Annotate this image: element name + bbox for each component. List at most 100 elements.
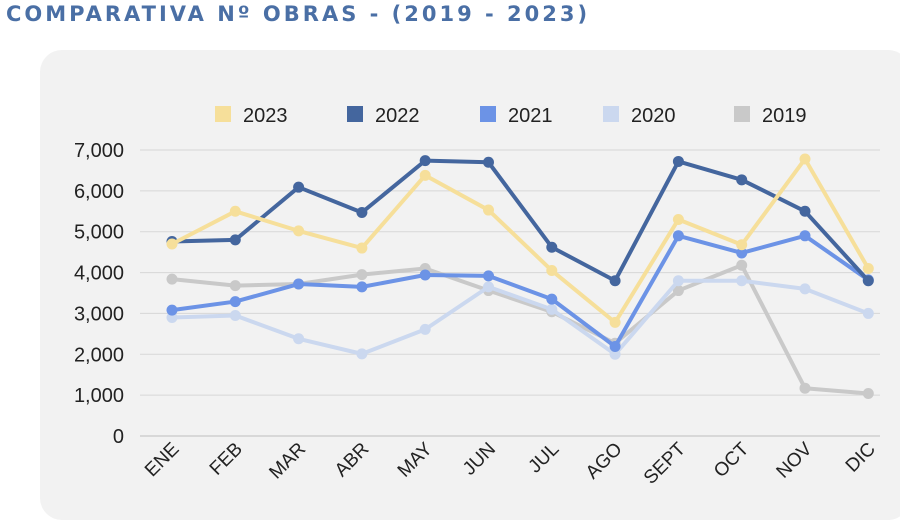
data-point bbox=[672, 275, 684, 287]
legend-swatch bbox=[347, 106, 363, 122]
y-axis-ticks: 0 1,000 2,000 3,000 4,000 5,000 6,000 7,000 bbox=[74, 140, 124, 448]
data-point bbox=[419, 269, 431, 281]
legend-swatch bbox=[603, 106, 619, 122]
data-point bbox=[546, 293, 558, 305]
data-point bbox=[356, 242, 368, 254]
data-point bbox=[609, 275, 621, 287]
y-tick-label: 4,000 bbox=[74, 263, 124, 285]
data-point bbox=[862, 262, 874, 274]
y-tick-label: 0 bbox=[113, 426, 124, 448]
series-2020 bbox=[166, 275, 874, 360]
data-point bbox=[736, 259, 748, 271]
x-tick-label: NOV bbox=[773, 438, 817, 482]
data-point bbox=[862, 388, 874, 400]
data-point bbox=[483, 156, 494, 168]
data-point bbox=[736, 275, 748, 287]
x-tick-label: MAR bbox=[265, 439, 310, 484]
x-tick-label: DIC bbox=[842, 439, 880, 477]
series-line bbox=[170, 263, 871, 396]
data-point bbox=[799, 205, 811, 217]
data-point bbox=[672, 213, 684, 225]
data-point bbox=[799, 283, 811, 295]
data-point bbox=[229, 296, 241, 308]
data-point bbox=[483, 204, 494, 216]
y-tick-label: 2,000 bbox=[74, 344, 124, 366]
series-2021 bbox=[166, 230, 874, 353]
data-point bbox=[609, 348, 621, 360]
data-point bbox=[862, 275, 874, 287]
data-point bbox=[419, 155, 431, 167]
legend-item-2022: 2022 bbox=[347, 105, 420, 127]
series-line bbox=[170, 156, 871, 325]
data-point bbox=[546, 303, 558, 315]
data-point bbox=[293, 333, 305, 345]
data-point bbox=[166, 238, 178, 250]
x-tick-label: JUN bbox=[459, 439, 500, 480]
series-line bbox=[170, 278, 871, 357]
series-2022 bbox=[166, 155, 874, 287]
legend: 2023 2022 2021 2020 2019 bbox=[215, 105, 807, 127]
legend-label: 2022 bbox=[375, 105, 420, 127]
data-point bbox=[166, 273, 178, 285]
data-point bbox=[356, 207, 368, 219]
data-point bbox=[356, 281, 368, 293]
data-point bbox=[356, 269, 368, 281]
data-point bbox=[356, 348, 368, 360]
data-point bbox=[609, 316, 621, 328]
page-title: COMPARATIVA Nº OBRAS - (2019 - 2023) bbox=[6, 2, 591, 26]
data-point bbox=[609, 341, 621, 353]
x-tick-label: JUL bbox=[525, 439, 564, 478]
y-tick-label: 6,000 bbox=[74, 181, 124, 203]
legend-item-2019: 2019 bbox=[734, 105, 807, 127]
data-point bbox=[229, 309, 241, 321]
x-tick-label: ENE bbox=[141, 439, 183, 481]
legend-swatch bbox=[480, 106, 496, 122]
x-tick-label: MAY bbox=[394, 438, 437, 481]
data-point bbox=[293, 181, 305, 193]
data-point bbox=[293, 278, 305, 290]
data-point bbox=[419, 323, 431, 335]
data-point bbox=[419, 169, 431, 181]
data-point bbox=[229, 205, 241, 217]
y-tick-label: 1,000 bbox=[74, 385, 124, 407]
x-tick-label: FEB bbox=[206, 439, 247, 480]
data-point bbox=[799, 153, 811, 165]
x-tick-label: SEPT bbox=[640, 438, 690, 488]
data-point bbox=[166, 304, 178, 316]
series-line bbox=[170, 233, 871, 349]
x-tick-label: ABR bbox=[331, 439, 373, 481]
legend-swatch bbox=[734, 106, 750, 122]
legend-item-2021: 2021 bbox=[480, 105, 553, 127]
legend-item-2020: 2020 bbox=[603, 105, 676, 127]
y-tick-label: 7,000 bbox=[74, 140, 124, 162]
x-tick-label: AGO bbox=[582, 439, 627, 484]
series-line bbox=[170, 158, 871, 283]
data-point bbox=[672, 230, 684, 242]
y-tick-label: 5,000 bbox=[74, 222, 124, 244]
series-lines bbox=[166, 153, 874, 400]
legend-item-2023: 2023 bbox=[215, 105, 288, 127]
data-point bbox=[483, 281, 494, 293]
data-point bbox=[546, 265, 558, 277]
legend-label: 2019 bbox=[762, 105, 807, 127]
legend-label: 2023 bbox=[243, 105, 288, 127]
data-point bbox=[736, 247, 748, 259]
x-axis-ticks: ENE FEB MAR ABR MAY JUN JUL AGO SEPT OCT NOV DIC bbox=[141, 438, 880, 488]
legend-label: 2020 bbox=[631, 105, 676, 127]
line-chart: 0 1,000 2,000 3,000 4,000 5,000 6,000 7,000 ENE… bbox=[74, 105, 880, 489]
data-point bbox=[672, 155, 684, 167]
y-tick-label: 3,000 bbox=[74, 303, 124, 325]
data-point bbox=[799, 382, 811, 394]
data-point bbox=[799, 230, 811, 242]
data-point bbox=[229, 280, 241, 292]
data-point bbox=[546, 241, 558, 253]
x-tick-label: OCT bbox=[710, 438, 753, 481]
data-point bbox=[672, 285, 684, 297]
data-point bbox=[483, 270, 494, 282]
data-point bbox=[862, 307, 874, 319]
legend-label: 2021 bbox=[508, 105, 553, 127]
data-point bbox=[293, 225, 305, 237]
data-point bbox=[229, 234, 241, 246]
series-2023 bbox=[166, 153, 874, 328]
legend-swatch bbox=[215, 106, 231, 122]
